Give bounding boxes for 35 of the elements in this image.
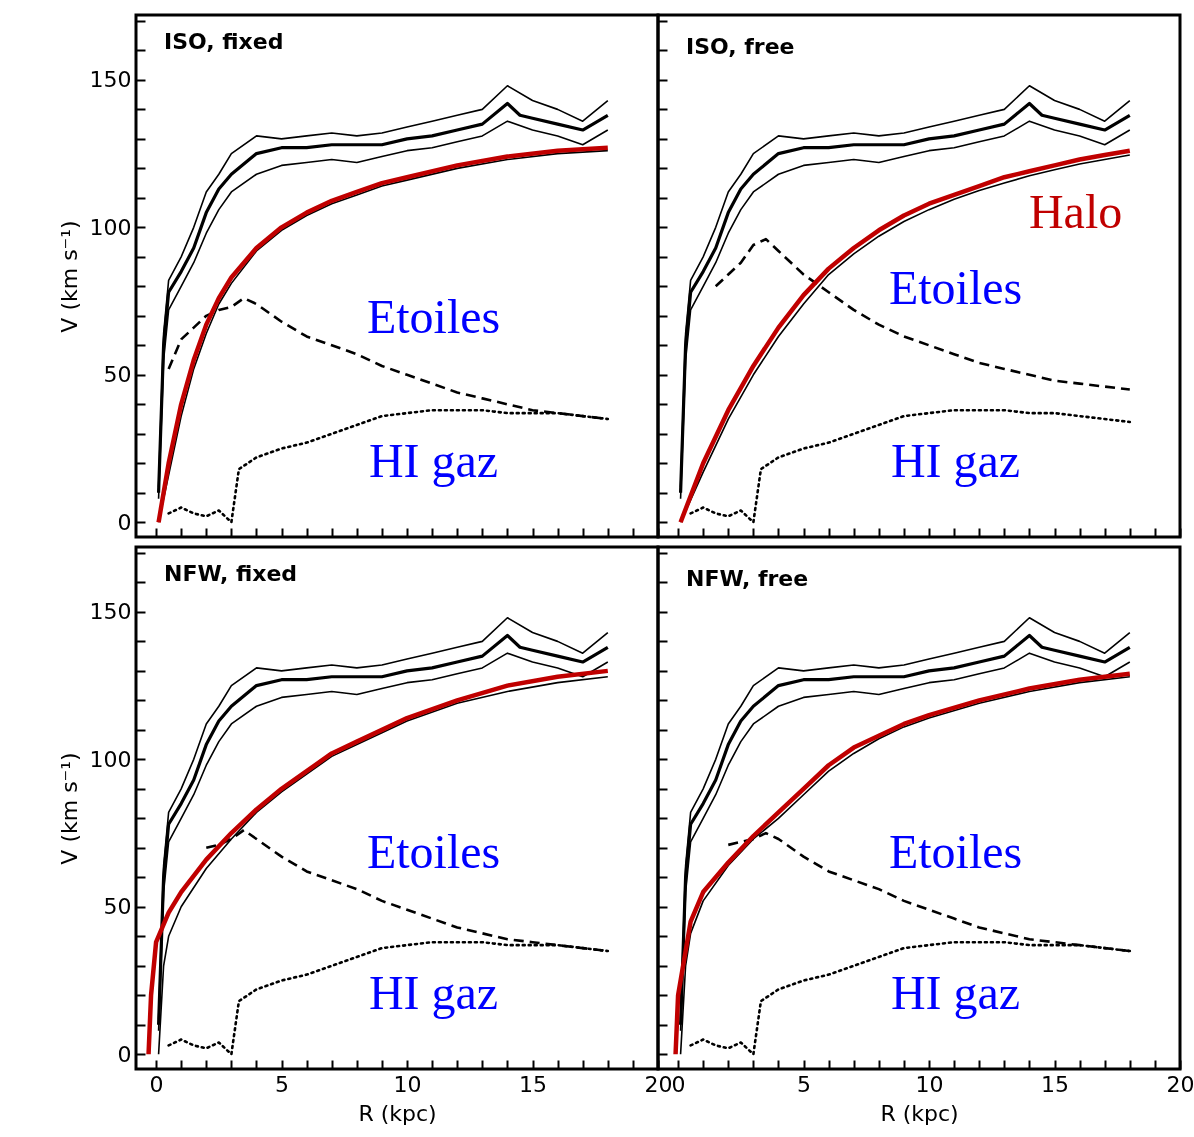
x-tick-label: 20 [644,1071,673,1097]
text: ISO, free [686,34,795,59]
series-label: Etoiles [888,260,1023,314]
y-tick-label: 150 [89,599,132,625]
y-tick-label: 100 [89,746,132,772]
x-tick-label: 5 [275,1071,290,1097]
x-tick-label: 0 [671,1071,686,1097]
text: ISO, fixed [164,28,284,54]
x-axis-title: R (kpc) [880,1100,959,1126]
y-tick-label: 100 [89,214,132,240]
series-label: HI gaz [368,966,499,1020]
text: NFW, fixed [164,560,298,586]
y-tick-label: 150 [89,67,132,93]
y-tick-label: 50 [103,894,132,920]
series-label: Etoiles [366,825,501,879]
y-axis-title: V (km s⁻¹) [56,752,82,865]
series-label: Halo [1028,184,1123,238]
y-tick-label: 0 [117,1041,132,1067]
series-label: HI gaz [890,434,1021,488]
series-label: Etoiles [366,290,501,344]
x-tick-label: 15 [519,1071,548,1097]
y-tick-label: 0 [117,509,132,535]
series-label: HI gaz [890,966,1021,1020]
y-tick-label: 50 [103,362,132,388]
x-tick-label: 5 [797,1071,812,1097]
x-tick-label: 20 [1166,1071,1194,1097]
x-tick-label: 10 [393,1071,422,1097]
x-tick-label: 15 [1041,1071,1070,1097]
series-label: HI gaz [368,434,499,488]
x-tick-label: 0 [149,1071,164,1097]
x-axis-title: R (kpc) [358,1100,437,1126]
text: NFW, free [686,566,809,591]
y-axis-title: V (km s⁻¹) [56,220,82,333]
series-label: Etoiles [888,825,1023,879]
x-tick-label: 10 [915,1071,944,1097]
